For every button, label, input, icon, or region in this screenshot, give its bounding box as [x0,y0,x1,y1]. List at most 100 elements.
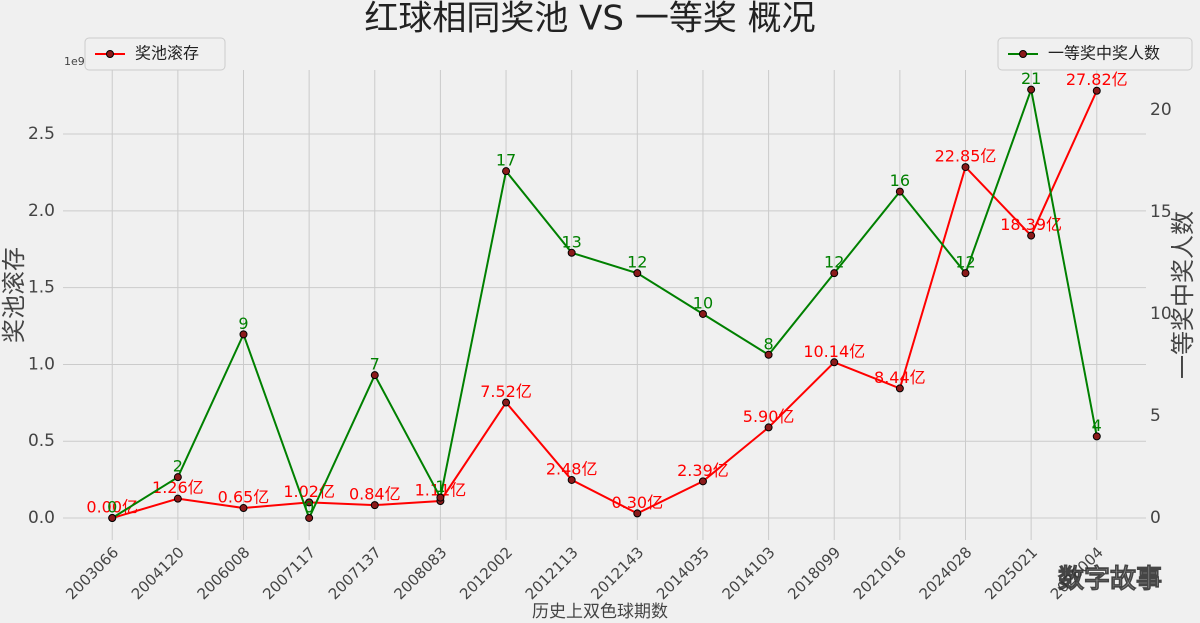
x-tick-label: 2014035 [653,543,713,603]
y2-tick-label: 15 [1150,202,1172,222]
data-label: 1.11亿 [415,480,467,499]
watermark: 数字故事 [1058,564,1162,595]
x-tick-label: 2025021 [981,543,1041,603]
point [239,504,248,513]
x-tick-label: 2012113 [522,543,582,603]
x-tick-label: 2003066 [62,543,122,603]
y2-tick-label: 0 [1150,508,1161,528]
data-label: 8.44亿 [874,368,926,387]
data-label: 2.48亿 [546,459,598,478]
data-label: 18.39亿 [1000,215,1062,234]
point [1092,86,1101,95]
y2-tick-label: 20 [1150,100,1172,120]
point [173,494,182,503]
point [305,498,314,507]
y-tick-label: 0.5 [28,431,55,451]
y-tick-label: 1.5 [28,278,55,298]
data-label: 12 [955,253,975,272]
point [764,350,773,359]
point [1027,231,1036,240]
x-axis-label: 历史上双色球期数 [532,602,668,622]
point [173,473,182,482]
point [567,248,576,257]
y2-tick-label: 10 [1150,304,1172,324]
data-label: 0.30亿 [611,493,663,512]
point [370,371,379,380]
point [961,269,970,278]
x-tick-label: 2018099 [784,543,844,603]
data-label: 1.26亿 [152,478,204,497]
point [108,513,117,522]
legend-box [84,37,226,71]
legend-label: 奖池滚存 [135,44,199,63]
legend-marker [1019,50,1027,58]
y2-tick-label: 5 [1150,406,1161,426]
line [111,90,1098,519]
data-label: 0.84亿 [349,485,401,504]
x-tick-label: 2012002 [456,543,516,603]
y-tick-label: 2.0 [28,201,55,221]
x-tick-label: 2007137 [325,543,385,603]
data-label: 27.82亿 [1066,70,1128,89]
x-tick-label: 2014103 [719,543,779,603]
point [698,309,707,318]
point [1027,85,1036,94]
data-label: 4 [1092,416,1102,435]
x-tick-label: 2008083 [390,543,450,603]
point [895,384,904,393]
legend-marker [106,50,114,58]
data-label: 2.39亿 [677,461,729,480]
y-tick-label: 0.0 [28,508,55,528]
point [698,477,707,486]
data-label: 10.14亿 [803,342,865,361]
y2-axis-label: 一等奖中奖人数 [1169,211,1197,379]
x-tick-label: 2007117 [259,543,319,603]
x-tick-label: 2021016 [850,543,910,603]
point [633,269,642,278]
x-tick-label: 2006008 [194,543,254,603]
point [502,167,511,176]
point [830,269,839,278]
data-label: 9 [238,314,248,333]
line [111,85,1098,521]
data-label: 5.90亿 [743,407,795,426]
point [370,501,379,510]
chart-title: 红球相同奖池 VS 一等奖 概况 [364,0,815,39]
y-tick-label: 1.0 [28,354,55,374]
legend: 奖池滚存 [84,37,226,71]
data-label: 7.52亿 [480,382,532,401]
point [502,398,511,407]
point [961,163,970,172]
x-tick-label: 2004120 [128,543,188,603]
x-tick-label: 2024028 [916,543,976,603]
data-label: 0.65亿 [218,488,270,507]
y-tick-label: 2.5 [28,124,55,144]
point [633,509,642,518]
point [895,187,904,196]
data-label: 10 [693,293,713,312]
data-label: 12 [627,253,647,272]
data-label: 1 [435,477,445,496]
data-label: 17 [496,151,516,170]
data-label: 12 [824,253,844,272]
data-label: 2 [173,457,183,476]
data-label: 8 [763,334,773,353]
data-label: 13 [562,232,582,251]
point [305,513,314,522]
point [239,330,248,339]
data-label: 0 [107,497,117,516]
legend-label: 一等奖中奖人数 [1048,44,1160,63]
point [436,493,445,502]
legend: 一等奖中奖人数 [997,37,1193,71]
point [567,475,576,484]
point [764,423,773,432]
y-offset-label: 1e9 [64,55,85,68]
data-label: 0.00亿 [86,498,138,517]
y-axis-label: 奖池滚存 [0,247,28,343]
data-label: 22.85亿 [935,147,997,166]
point [1092,432,1101,441]
point [830,358,839,367]
data-label: 21 [1021,69,1041,88]
